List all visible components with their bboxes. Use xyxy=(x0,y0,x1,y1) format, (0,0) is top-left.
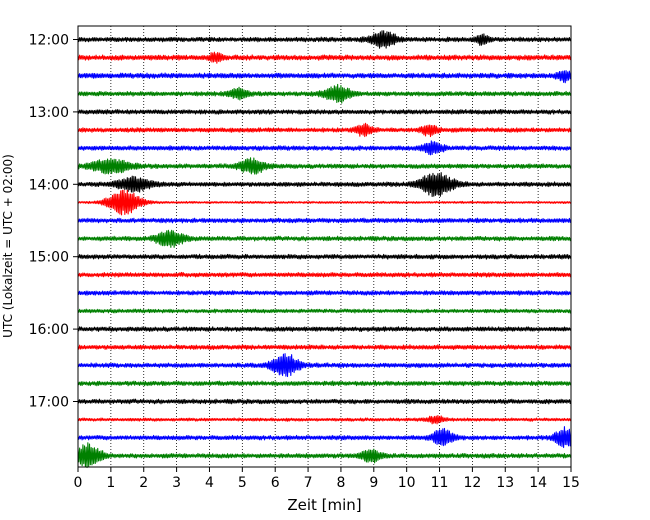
seismic-trace-1745 xyxy=(77,442,572,469)
y-axis-label: UTC (Lokalzeit = UTC + 02:00) xyxy=(1,154,15,338)
trace-group xyxy=(77,30,572,469)
seismic-trace-1400 xyxy=(77,172,572,198)
x-tick-label: 0 xyxy=(74,475,83,491)
seismic-trace-1445 xyxy=(77,229,572,248)
x-tick-label: 4 xyxy=(205,475,214,491)
y-tick-label: 17:00 xyxy=(29,395,69,411)
seismic-trace-1715 xyxy=(77,415,572,425)
y-tick-label: 14:00 xyxy=(29,177,69,193)
x-tick-label: 14 xyxy=(529,475,547,491)
x-tick-label: 6 xyxy=(271,475,280,491)
y-tick-label: 13:00 xyxy=(29,105,69,121)
x-tick-label: 13 xyxy=(496,475,514,491)
seismic-trace-1245 xyxy=(77,83,572,104)
seismic-trace-1300 xyxy=(77,108,572,115)
plot-frame xyxy=(77,25,572,468)
seismic-trace-1645 xyxy=(77,380,572,387)
x-tick-label: 3 xyxy=(172,475,181,491)
seismic-trace-1515 xyxy=(77,271,572,278)
seismic-trace-1415 xyxy=(77,189,572,216)
seismic-trace-1700 xyxy=(77,398,572,405)
seismic-trace-1315 xyxy=(77,122,572,138)
x-tick-label: 12 xyxy=(463,475,481,491)
y-axis-ticks: 12:00 13:00 14:00 15:00 16:00 17:00 xyxy=(29,33,78,411)
seismic-trace-1200 xyxy=(77,30,572,49)
seismic-trace-1345 xyxy=(77,157,572,175)
y-tick-label: 12:00 xyxy=(29,33,69,49)
x-axis-label: Zeit [min] xyxy=(287,496,361,514)
seismic-trace-1330 xyxy=(77,140,572,156)
seismic-trace-1600 xyxy=(77,326,572,332)
x-tick-label: 9 xyxy=(369,475,378,491)
x-tick-label: 2 xyxy=(139,475,148,491)
seismic-trace-1500 xyxy=(77,253,572,260)
x-tick-label: 11 xyxy=(431,475,449,491)
x-tick-label: 5 xyxy=(238,475,247,491)
x-tick-label: 7 xyxy=(304,475,313,491)
x-tick-label: 15 xyxy=(562,475,580,491)
x-tick-label: 8 xyxy=(336,475,345,491)
seismic-trace-1630 xyxy=(77,353,572,378)
x-tick-label: 1 xyxy=(106,475,115,491)
seismic-trace-1430 xyxy=(77,217,572,224)
x-tick-label: 10 xyxy=(398,475,416,491)
seismic-trace-1230 xyxy=(77,70,572,84)
x-axis-ticks: 0 1 2 3 4 5 6 7 8 9 10 11 12 13 14 15 xyxy=(74,467,580,491)
seismic-trace-1545 xyxy=(77,308,572,314)
seismic-trace-1530 xyxy=(77,290,572,296)
y-tick-label: 15:00 xyxy=(29,250,69,266)
y-tick-label: 16:00 xyxy=(29,322,69,338)
seismic-trace-1730 xyxy=(77,426,572,449)
seismic-trace-1615 xyxy=(77,344,572,351)
seismic-trace-1215 xyxy=(77,51,572,64)
